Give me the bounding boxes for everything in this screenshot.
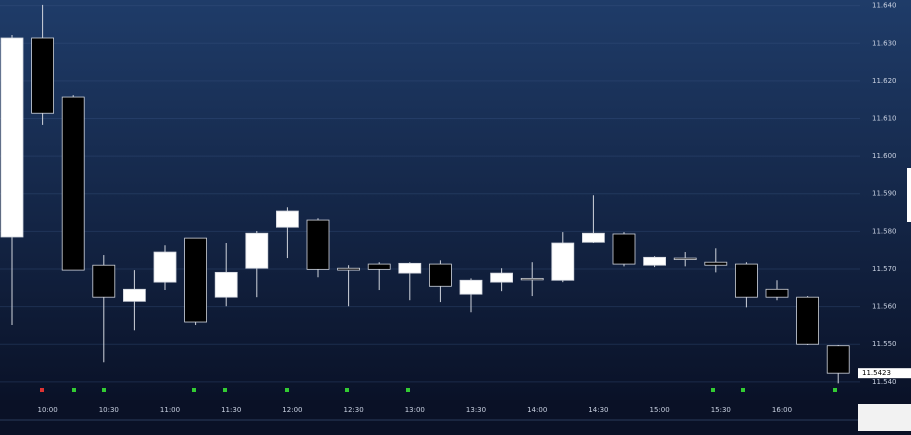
x-tick-label: 11:30: [221, 406, 241, 414]
candle-body: [428, 263, 452, 287]
candle-body: [31, 37, 55, 114]
candle-body: [459, 279, 483, 295]
y-tick-label: 11.560: [872, 303, 897, 311]
x-tick-label: 13:30: [466, 406, 486, 414]
x-tick-label: 11:00: [160, 406, 180, 414]
candle-body: [796, 296, 819, 345]
x-tick-label: 12:30: [344, 406, 364, 414]
marker: [711, 388, 715, 392]
y-tick-label: 11.590: [872, 190, 897, 198]
x-tick-label: 12:00: [282, 406, 302, 414]
y-tick-label: 11.540: [872, 378, 897, 386]
candle-body: [490, 272, 514, 283]
y-tick-label: 11.550: [872, 340, 897, 348]
x-tick-label: 10:00: [38, 406, 58, 414]
y-tick-label: 11.620: [872, 77, 897, 85]
candle-body: [673, 257, 697, 260]
marker: [192, 388, 196, 392]
candle-body: [184, 237, 208, 323]
y-tick-label: 11.610: [872, 115, 897, 123]
marker: [285, 388, 289, 392]
candle-body: [306, 219, 330, 270]
candle-body: [765, 288, 789, 298]
y-tick-label: 11.580: [872, 227, 897, 235]
axis-background: [0, 400, 911, 431]
x-tick-label: 15:00: [650, 406, 670, 414]
y-tick-label: 11.630: [872, 39, 897, 47]
candle-body: [582, 232, 605, 243]
y-tick-label: 11.600: [872, 152, 897, 160]
candle-body: [704, 261, 728, 266]
edge-candle: [907, 168, 911, 222]
marker: [345, 388, 349, 392]
candle-body: [275, 210, 299, 228]
candle-body: [551, 242, 575, 281]
candle-body: [520, 277, 544, 281]
candle-body: [367, 263, 391, 270]
candle-body: [643, 256, 666, 266]
y-tick-label: 11.640: [872, 2, 897, 10]
candle-body: [398, 262, 422, 274]
marker: [406, 388, 410, 392]
candle-body: [0, 37, 24, 238]
marker: [741, 388, 745, 392]
plot-background: [0, 0, 911, 400]
last-price-label: 11.5423: [862, 369, 891, 377]
candle-body: [612, 233, 636, 265]
x-tick-label: 13:00: [405, 406, 425, 414]
marker: [833, 388, 837, 392]
x-tick-label: 14:00: [527, 406, 547, 414]
corner-box: [858, 404, 911, 431]
x-tick-label: 15:30: [711, 406, 731, 414]
marker: [72, 388, 76, 392]
candle-body: [214, 271, 238, 298]
candle-body: [245, 232, 269, 269]
candle-body: [61, 96, 85, 271]
candle-body: [735, 263, 758, 298]
last-price-tag: [858, 368, 911, 379]
candle-body: [153, 251, 177, 283]
candle-body: [123, 288, 146, 302]
x-tick-label: 10:30: [99, 406, 119, 414]
candle-body: [92, 264, 116, 298]
y-tick-label: 11.570: [872, 265, 897, 273]
marker: [102, 388, 106, 392]
marker: [40, 388, 44, 392]
x-tick-label: 14:30: [588, 406, 608, 414]
x-tick-label: 16:00: [772, 406, 792, 414]
candle-body: [826, 345, 850, 374]
markers: [40, 388, 837, 392]
candle-body: [337, 267, 361, 271]
marker: [223, 388, 227, 392]
